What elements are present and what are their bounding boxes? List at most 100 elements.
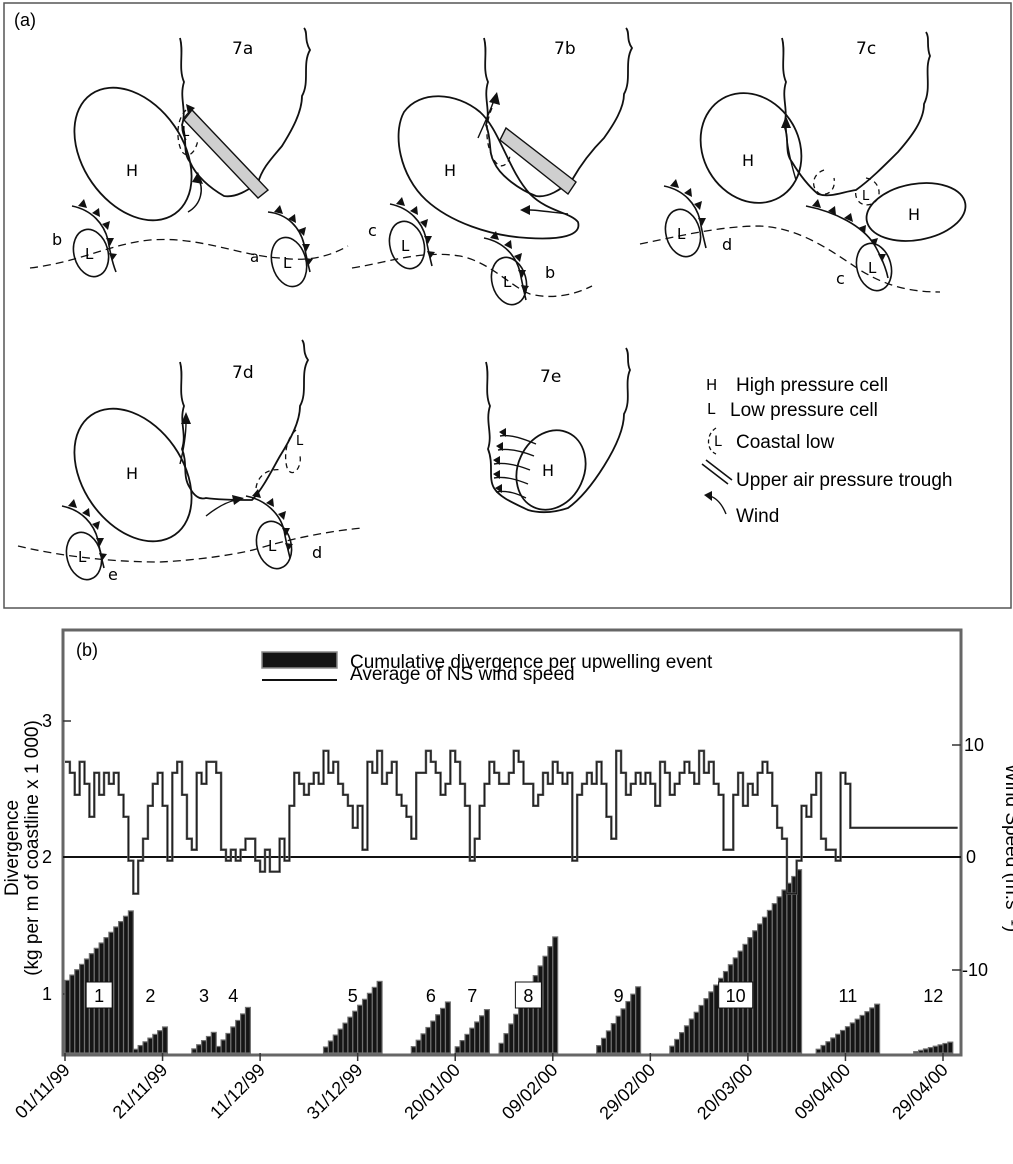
coastal-low-legend-icon xyxy=(707,427,717,455)
divergence-bar xyxy=(674,1038,681,1054)
divergence-bar xyxy=(552,936,559,1054)
divergence-bar xyxy=(615,1015,622,1054)
divergence-bar xyxy=(215,1045,222,1054)
divergence-bar xyxy=(766,909,773,1054)
divergence-bar xyxy=(127,910,134,1054)
event-number: 8 xyxy=(523,986,533,1006)
low-symbol: L xyxy=(677,225,686,243)
pressure-trough-line xyxy=(17,527,363,563)
event-label: 11 xyxy=(839,986,858,1006)
wind-arrow xyxy=(205,499,237,517)
x-tick-label: 29/02/00 xyxy=(595,1060,659,1124)
coastline xyxy=(485,347,631,514)
legend-line-text: Average of NS wind speed xyxy=(350,664,575,685)
coastal-low-outline xyxy=(854,177,880,206)
divergence-bar xyxy=(225,1032,232,1054)
event-number: 5 xyxy=(348,986,358,1006)
divergence-bar xyxy=(376,980,383,1054)
divergence-bar xyxy=(761,916,768,1054)
low-symbol: L xyxy=(283,254,292,272)
y-axis-label-line2: (kg per m of coastline x 1 000) xyxy=(22,720,43,976)
divergence-bar xyxy=(410,1046,417,1054)
wind-arrowhead xyxy=(232,495,244,505)
divergence-bar xyxy=(942,1042,949,1054)
divergence-bar xyxy=(205,1035,212,1054)
divergence-bar xyxy=(854,1018,861,1054)
coastal-low-symbol: L xyxy=(862,189,870,204)
synoptic-map-7b: 7b H L c L b xyxy=(351,27,634,306)
y-axis-label-line1: Divergence xyxy=(2,800,23,896)
divergence-bar xyxy=(371,986,378,1054)
divergence-bar xyxy=(147,1037,154,1054)
legend-coastal-low-symbol: L xyxy=(714,434,722,450)
divergence-bar xyxy=(776,896,783,1054)
event-number: 2 xyxy=(145,986,155,1006)
divergence-bar xyxy=(669,1045,676,1054)
wind-arrowhead xyxy=(192,172,203,184)
event-label: 7 xyxy=(467,986,477,1006)
wind-arrowhead xyxy=(781,116,791,128)
divergence-bar xyxy=(683,1025,690,1054)
divergence-bar xyxy=(196,1044,203,1054)
front-barbs xyxy=(68,499,107,561)
event-label: 2 xyxy=(145,986,155,1006)
low-symbol: L xyxy=(268,537,277,555)
divergence-bar xyxy=(605,1030,612,1054)
divergence-bar xyxy=(366,992,373,1054)
divergence-bar xyxy=(703,998,710,1054)
divergence-bar xyxy=(791,875,798,1054)
map-label-7d: 7d xyxy=(232,363,254,383)
y-axis-right: 10 0 -10 Wind Speed (m.s⁻¹) xyxy=(952,735,1013,980)
legend-high-symbol: H xyxy=(706,376,717,394)
y2-tick-label: 10 xyxy=(964,735,984,755)
divergence-bar xyxy=(864,1011,871,1054)
divergence-bar xyxy=(415,1039,422,1054)
divergence-bar xyxy=(483,1009,490,1054)
high-symbol: H xyxy=(126,161,138,180)
coastline xyxy=(483,27,634,198)
divergence-bar xyxy=(132,1048,139,1054)
divergence-bar xyxy=(74,969,81,1054)
chart-legend: Cumulative divergence per upwelling even… xyxy=(261,651,713,685)
divergence-bar xyxy=(469,1027,476,1054)
divergence-bar xyxy=(464,1033,471,1054)
map-label-7b: 7b xyxy=(554,39,576,59)
wind-arrowhead xyxy=(181,412,191,424)
divergence-bar xyxy=(713,984,720,1054)
coastal-low-outline xyxy=(177,109,199,156)
divergence-bar xyxy=(420,1033,427,1054)
event-label-box xyxy=(718,981,754,1009)
divergence-bar xyxy=(513,1013,520,1054)
wind-arrowhead xyxy=(186,104,195,114)
low-symbol: L xyxy=(78,548,87,566)
low-pressure-cell xyxy=(72,228,110,278)
divergence-bar xyxy=(796,869,803,1054)
divergence-bar xyxy=(137,1044,144,1054)
divergence-bar xyxy=(342,1022,349,1054)
low-symbol: L xyxy=(85,245,94,263)
event-label: 10 xyxy=(718,981,754,1009)
divergence-bar xyxy=(200,1040,208,1054)
front-arcs xyxy=(493,434,537,499)
high-symbol: H xyxy=(444,161,456,180)
x-tick-label: 20/01/00 xyxy=(400,1060,464,1124)
event-number: 7 xyxy=(467,986,477,1006)
panel-a-frame xyxy=(3,2,1012,609)
legend-coastal-low-text: Coastal low xyxy=(736,432,834,453)
x-tick-label: 01/11/99 xyxy=(11,1060,74,1123)
front-barbs xyxy=(493,428,506,493)
divergence-bar xyxy=(352,1010,359,1054)
low-pressure-cell xyxy=(270,236,308,288)
event-number: 10 xyxy=(726,986,746,1006)
divergence-bar xyxy=(113,926,120,1054)
wind-speed-line xyxy=(65,749,958,895)
divergence-bar xyxy=(596,1045,603,1054)
coastal-low-symbol: L xyxy=(296,434,304,449)
event-label-box xyxy=(85,981,113,1009)
divergence-bar xyxy=(454,1046,461,1054)
divergence-bars xyxy=(64,869,954,1054)
upper-air-trough xyxy=(183,108,270,199)
divergence-bar xyxy=(327,1040,334,1054)
x-tick-label: 21/11/99 xyxy=(109,1060,172,1123)
event-label: 1 xyxy=(85,981,113,1009)
